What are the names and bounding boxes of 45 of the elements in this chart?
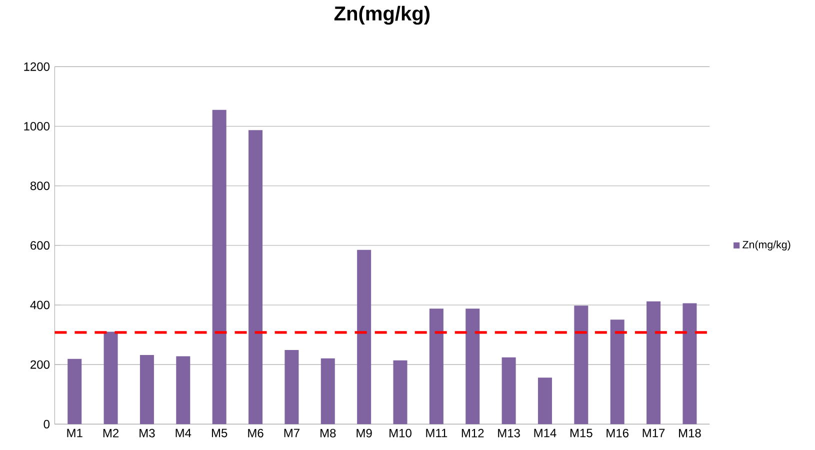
bar [610,320,624,424]
y-tick-label: 600 [30,241,50,250]
x-tick-label: M1 [67,429,82,438]
y-tick-label: 0 [44,420,50,429]
bar [320,358,335,424]
bar [429,308,444,424]
x-tick-label: M13 [498,429,520,438]
bar [176,356,190,424]
x-tick-label: M7 [284,429,300,438]
x-tick-label: M6 [248,429,264,438]
bar [248,130,263,424]
bar [466,308,480,424]
bar [68,359,82,424]
x-tick-label: M12 [462,429,484,438]
y-tick-label: 1000 [24,122,50,131]
legend-label: Zn(mg/kg) [742,240,790,251]
x-tick-label: M4 [176,429,192,438]
x-tick-label: M14 [534,429,556,438]
x-tick-label: M9 [356,429,372,438]
y-tick-label: 1200 [24,62,50,72]
bar [393,360,408,424]
x-tick-label: M15 [570,429,592,438]
x-tick-label: M2 [103,429,119,438]
y-tick-label: 200 [30,360,50,370]
bar [140,355,154,424]
chart-title: Zn(mg/kg) [334,6,430,25]
x-tick-label: M11 [426,429,448,438]
bar [682,303,697,424]
y-tick-label: 800 [30,182,50,190]
x-tick-label: M16 [606,429,628,438]
bar [502,358,516,424]
bar [284,350,299,424]
x-tick-label: M18 [679,429,701,438]
bar [104,332,118,424]
x-tick-label: M5 [212,429,228,438]
x-tick-label: M17 [642,429,665,438]
bar [646,302,661,424]
y-tick-label: 400 [30,300,50,310]
x-tick-label: M8 [320,429,336,438]
x-tick-label: M10 [390,429,412,438]
bar [574,306,588,424]
bar [538,378,552,424]
bar [212,110,226,424]
x-tick-label: M3 [140,429,155,438]
bar [357,250,372,424]
